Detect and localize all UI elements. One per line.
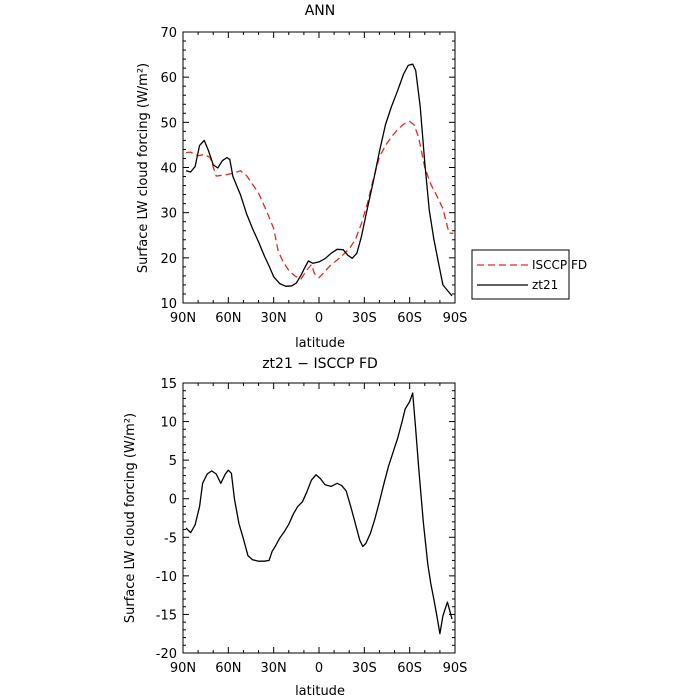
bottom-chart-xlabel: latitude [295, 684, 345, 699]
bottom-x-tick-label: 30N [261, 661, 287, 676]
top-x-tick-label: 30N [261, 311, 287, 326]
bottom-chart-plot: 90N 60N 30N 0 30S 60S 90S -20 -15 -10 -5 0 5 10 15 [156, 377, 468, 676]
bottom-chart-ylabel: Surface LW cloud forcing (W/m²) [123, 413, 138, 623]
bottom-chart-title: zt21 − ISCCP FD [262, 356, 378, 372]
bottom-x-tick-label: 60N [215, 661, 241, 676]
legend-label-zt21: zt21 [532, 278, 558, 292]
bottom-y-tick-label: 15 [160, 377, 177, 392]
top-y-tick-label: 30 [160, 207, 177, 222]
bottom-y-tick-label: -20 [156, 647, 177, 662]
top-y-tick-label: 10 [160, 297, 177, 312]
top-x-tick-label: 0 [315, 311, 323, 326]
top-x-tick-label: 60N [215, 311, 241, 326]
bottom-x-tick-label: 0 [315, 661, 323, 676]
top-chart-title: ANN [305, 3, 336, 19]
bottom-x-tick-label: 90N [170, 661, 196, 676]
bottom-y-tick-label: -5 [164, 531, 177, 546]
bottom-x-tick-label: 90S [443, 661, 468, 676]
top-y-tick-label: 40 [160, 162, 177, 177]
bottom-series-zt21-isccp-fd [185, 392, 453, 635]
top-y-tick-label: 70 [160, 26, 177, 41]
top-x-tick-label: 90S [443, 311, 468, 326]
top-chart-ylabel: Surface LW cloud forcing (W/m²) [136, 63, 151, 273]
top-x-tick-label: 60S [397, 311, 422, 326]
legend: ISCCP FD zt21 [471, 249, 587, 300]
top-chart-xlabel: latitude [295, 336, 345, 351]
top-x-tick-label: 90N [170, 311, 196, 326]
bottom-y-tick-label: -10 [156, 570, 177, 585]
bottom-x-tick-label: 60S [397, 661, 422, 676]
top-y-tick-label: 20 [160, 252, 177, 267]
bottom-y-tick-label: -15 [156, 608, 177, 623]
top-y-tick-label: 60 [160, 71, 177, 86]
bottom-plot-frame [182, 382, 456, 654]
top-x-tick-label: 30S [352, 311, 377, 326]
bottom-y-tick-label: 0 [169, 493, 177, 508]
top-chart-plot: 90N 60N 30N 0 30S 60S 90S 10 20 30 40 50 60 70 [160, 26, 467, 326]
bottom-x-tick-label: 30S [352, 661, 377, 676]
legend-box [471, 249, 570, 300]
top-series-zt21 [185, 63, 453, 297]
top-y-tick-label: 50 [160, 116, 177, 131]
bottom-y-tick-label: 10 [160, 416, 177, 431]
bottom-y-tick-label: 5 [169, 454, 177, 469]
legend-label-isccp-fd: ISCCP FD [532, 258, 587, 272]
top-series-isccp-fd [185, 120, 454, 280]
